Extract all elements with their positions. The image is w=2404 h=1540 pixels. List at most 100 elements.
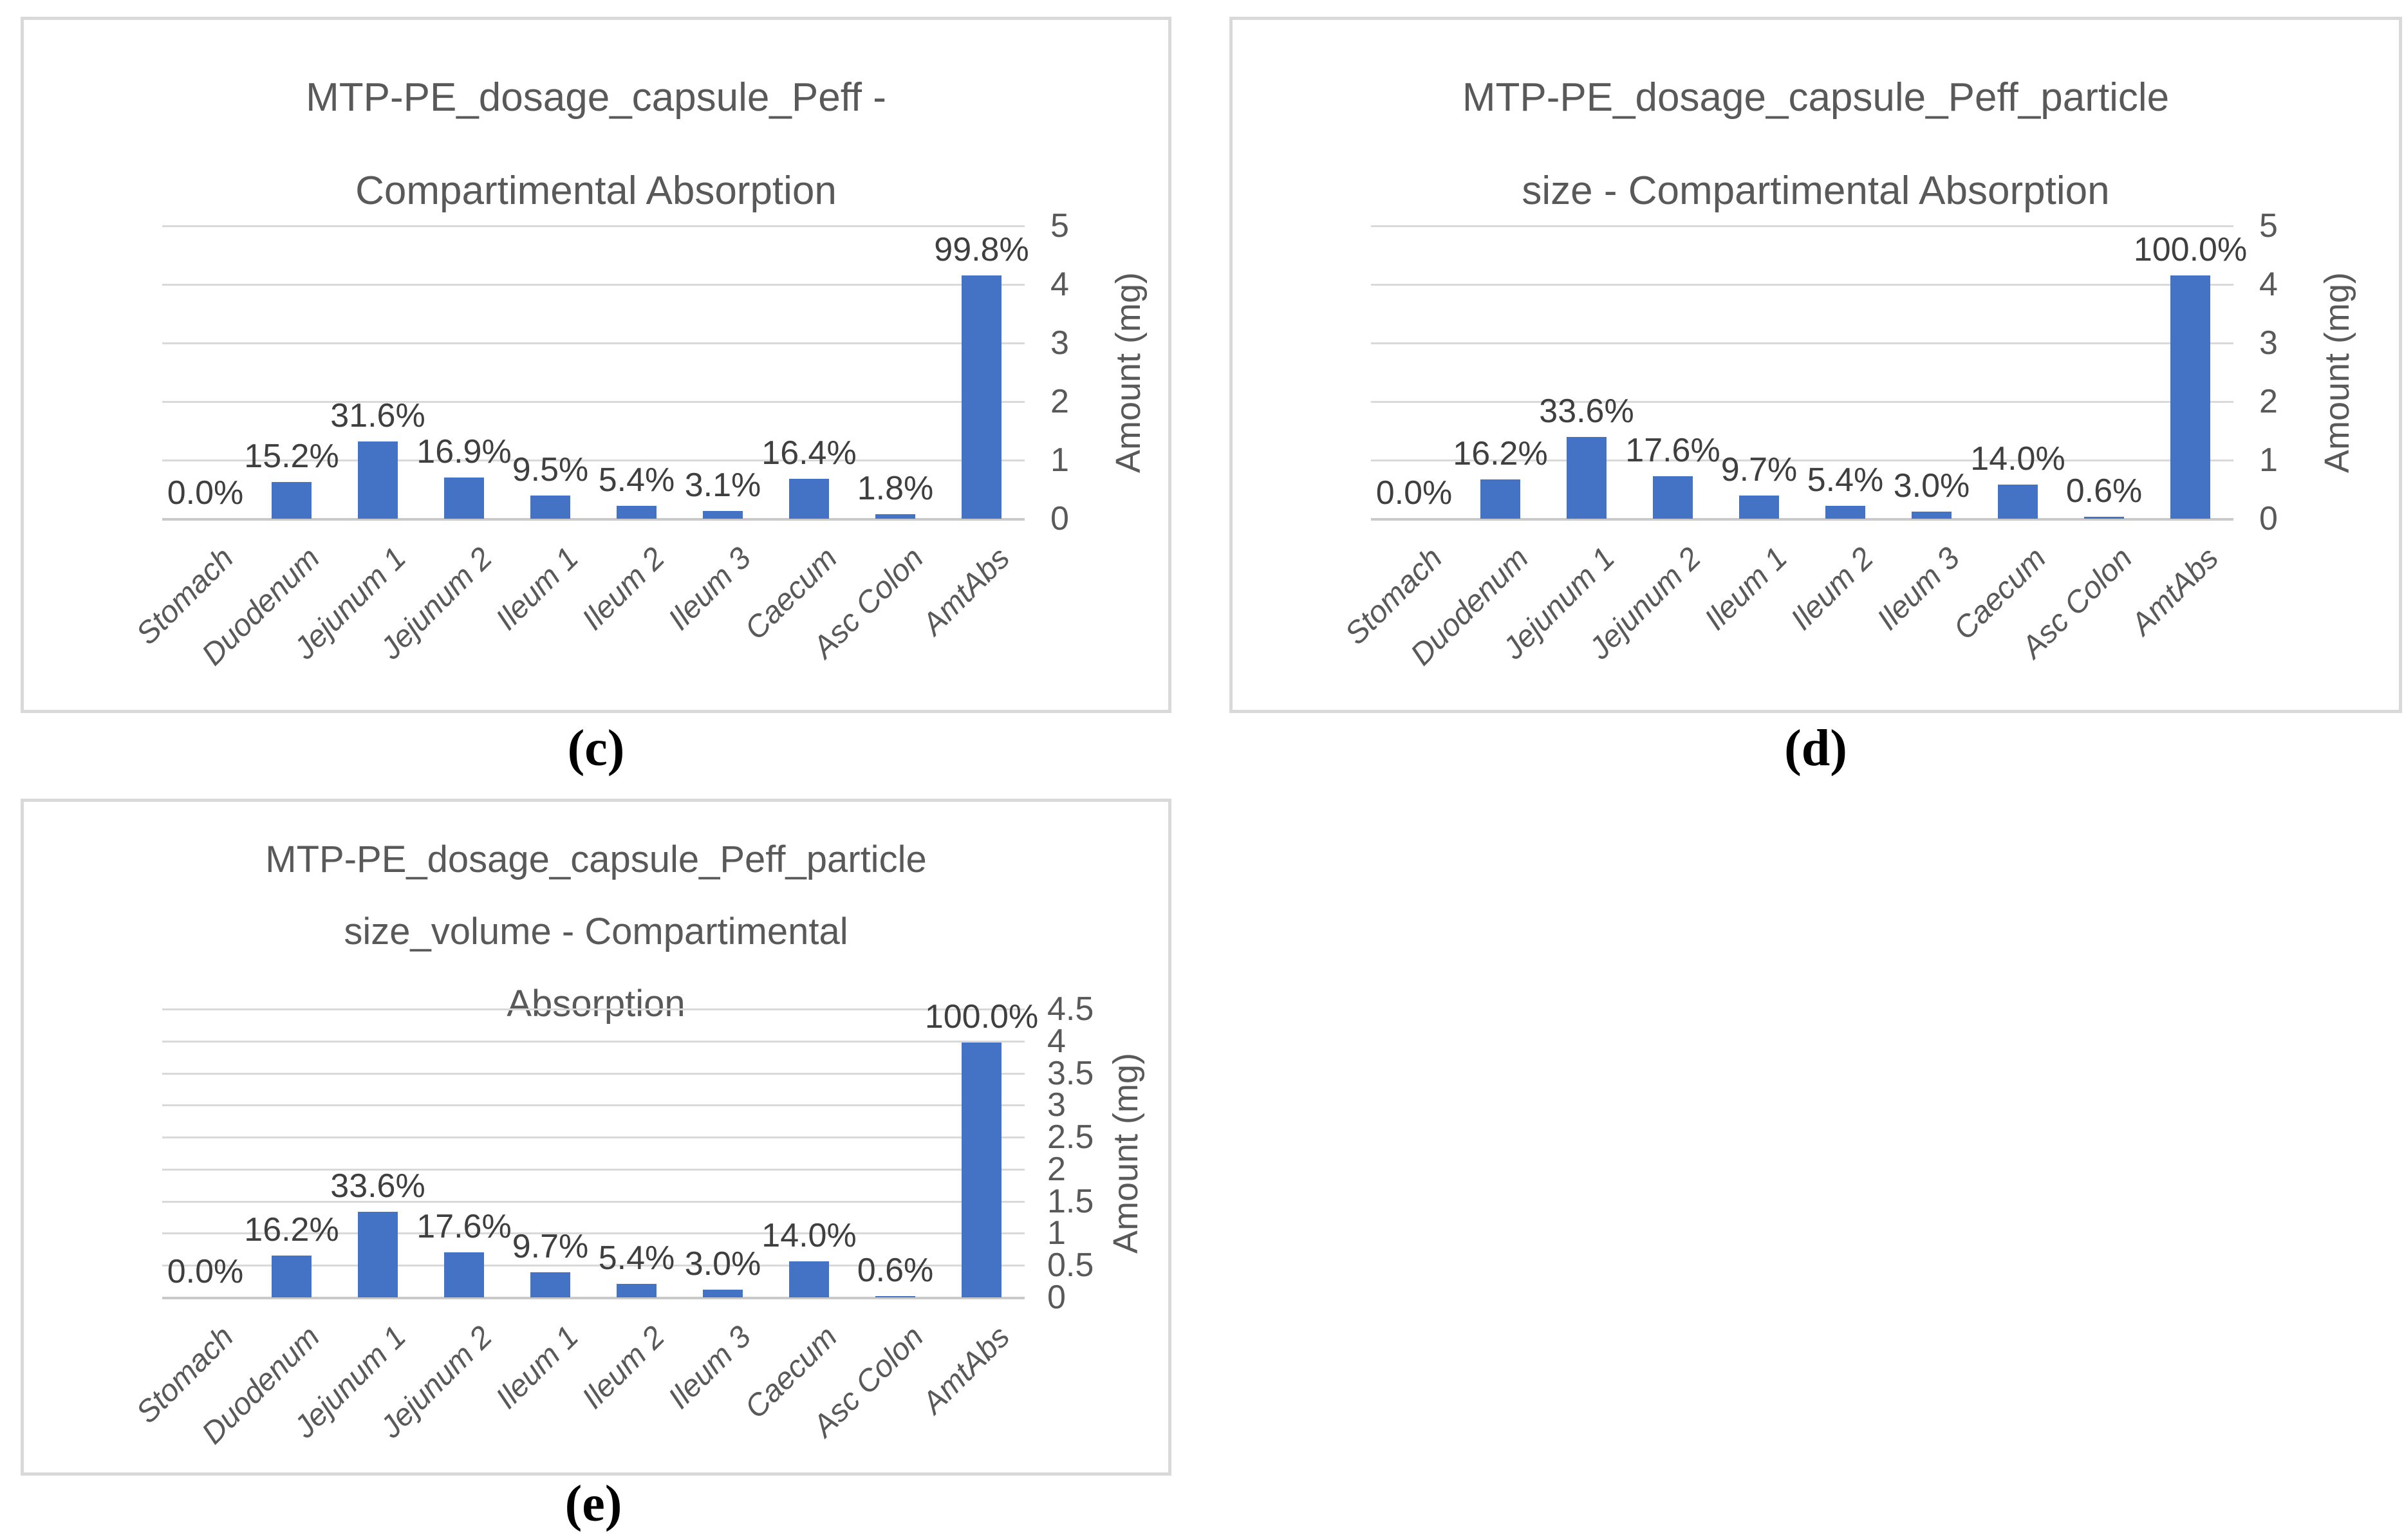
chart-e-ytick-4: 4 bbox=[1047, 1022, 1066, 1060]
chart-c-gridline-0 bbox=[162, 518, 1025, 521]
chart-e-gridline-4 bbox=[162, 1040, 1025, 1043]
chart-c-bar-amtabs bbox=[962, 275, 1002, 519]
chart-e-ytick-3.5: 3.5 bbox=[1047, 1054, 1094, 1092]
chart-d-data-label-stomach: 0.0% bbox=[1375, 474, 1453, 512]
chart-e-ytick-1: 1 bbox=[1047, 1214, 1066, 1252]
chart-c-data-label-jejunum-2: 16.9% bbox=[416, 433, 512, 470]
chart-d-data-label-asc-colon: 0.6% bbox=[2065, 472, 2143, 510]
chart-e-ytick-4.5: 4.5 bbox=[1047, 990, 1094, 1028]
chart-c-y-axis-title: Amount (mg) bbox=[1109, 272, 1148, 474]
chart-c-data-label-ileum-1: 9.5% bbox=[512, 451, 589, 488]
caption-c: (c) bbox=[567, 720, 625, 777]
chart-e-gridline-3 bbox=[162, 1104, 1025, 1107]
chart-e-data-label-stomach: 0.0% bbox=[167, 1253, 244, 1290]
chart-c-bar-jejunum-2 bbox=[444, 478, 484, 519]
chart-d-gridline-2 bbox=[1371, 401, 2233, 403]
chart-d-bar-jejunum-1 bbox=[1567, 437, 1607, 519]
chart-e-data-label-duodenum: 16.2% bbox=[244, 1211, 339, 1248]
chart-e-bar-ileum-3 bbox=[703, 1290, 743, 1297]
chart-e-bar-ileum-2 bbox=[617, 1284, 657, 1297]
chart-d-y-axis-title: Amount (mg) bbox=[2318, 272, 2356, 474]
chart-panel-e: MTP-PE_dosage_capsule_Peff_particle size… bbox=[21, 799, 1171, 1476]
chart-e-data-label-jejunum-1: 33.6% bbox=[330, 1167, 425, 1205]
chart-d-bar-jejunum-2 bbox=[1653, 476, 1693, 519]
chart-d-data-label-jejunum-2: 17.6% bbox=[1625, 432, 1720, 469]
chart-d-data-label-duodenum: 16.2% bbox=[1453, 435, 1548, 472]
xlabel-text: Ileum 2 bbox=[575, 541, 672, 637]
chart-d-bar-asc-colon bbox=[2084, 517, 2124, 519]
xlabel-text: Ileum 2 bbox=[575, 1319, 672, 1416]
chart-e-data-label-caecum: 14.0% bbox=[761, 1217, 857, 1254]
chart-d-bar-ileum-3 bbox=[1912, 512, 1952, 519]
chart-c-ytick-0: 0 bbox=[1050, 500, 1069, 537]
chart-c-gridline-2 bbox=[162, 401, 1025, 403]
chart-e-data-label-ileum-3: 3.0% bbox=[684, 1245, 761, 1283]
chart-d-ytick-4: 4 bbox=[2259, 266, 2278, 303]
chart-e-gridline-1 bbox=[162, 1232, 1025, 1235]
chart-e-data-label-amtabs: 100.0% bbox=[924, 998, 1039, 1035]
chart-c-bar-ileum-1 bbox=[530, 496, 570, 519]
chart-e-ytick-3: 3 bbox=[1047, 1086, 1066, 1124]
chart-e-bar-caecum bbox=[789, 1261, 829, 1297]
chart-d-data-label-jejunum-1: 33.6% bbox=[1539, 393, 1634, 430]
chart-e-gridline-3.5 bbox=[162, 1072, 1025, 1075]
chart-c-ytick-3: 3 bbox=[1050, 324, 1069, 362]
chart-c-bar-asc-colon bbox=[875, 514, 915, 519]
chart-e-gridline-0 bbox=[162, 1297, 1025, 1299]
chart-e-title: MTP-PE_dosage_capsule_Peff_particle size… bbox=[265, 839, 927, 1025]
chart-panel-d: MTP-PE_dosage_capsule_Peff_particle size… bbox=[1229, 17, 2402, 713]
chart-e-bar-ileum-1 bbox=[530, 1272, 570, 1297]
chart-c-data-label-ileum-2: 5.4% bbox=[598, 461, 675, 499]
chart-e-bar-jejunum-2 bbox=[444, 1252, 484, 1297]
chart-e-y-axis-title: Amount (mg) bbox=[1106, 1052, 1145, 1254]
chart-c-data-label-duodenum: 15.2% bbox=[244, 438, 339, 475]
chart-d-gridline-0 bbox=[1371, 518, 2233, 521]
chart-c-data-label-stomach: 0.0% bbox=[167, 474, 244, 512]
chart-c-ytick-5: 5 bbox=[1050, 207, 1069, 245]
chart-e-data-label-asc-colon: 0.6% bbox=[857, 1252, 934, 1289]
chart-d-bar-ileum-2 bbox=[1825, 506, 1865, 519]
chart-d-ytick-1: 1 bbox=[2259, 441, 2278, 479]
xlabel-text: Ileum 1 bbox=[489, 541, 586, 637]
chart-e-gridline-1.5 bbox=[162, 1200, 1025, 1203]
chart-c-data-label-asc-colon: 1.8% bbox=[857, 470, 934, 507]
caption-e: (e) bbox=[564, 1476, 622, 1532]
chart-c-ytick-4: 4 bbox=[1050, 266, 1069, 303]
chart-e-ytick-0: 0 bbox=[1047, 1279, 1066, 1316]
xlabel-text: Ileum 1 bbox=[1698, 541, 1794, 637]
chart-c-gridline-3 bbox=[162, 342, 1025, 344]
chart-c-gridline-4 bbox=[162, 284, 1025, 286]
chart-c-ytick-2: 2 bbox=[1050, 383, 1069, 420]
chart-d-bar-caecum bbox=[1998, 485, 2038, 519]
xlabel-text: Ileum 1 bbox=[489, 1319, 586, 1416]
chart-c-data-label-caecum: 16.4% bbox=[761, 434, 857, 472]
chart-e-bar-jejunum-1 bbox=[358, 1212, 398, 1297]
chart-d-data-label-ileum-2: 5.4% bbox=[1807, 461, 1884, 499]
xlabel-text: AmtAbs bbox=[2124, 541, 2226, 642]
xlabel-text: AmtAbs bbox=[915, 541, 1017, 642]
chart-e-ytick-2: 2 bbox=[1047, 1150, 1066, 1188]
chart-e-ytick-1.5: 1.5 bbox=[1047, 1182, 1094, 1220]
xlabel-text: Ileum 2 bbox=[1784, 541, 1881, 637]
chart-d-bar-amtabs bbox=[2170, 275, 2210, 519]
chart-e-ytick-0.5: 0.5 bbox=[1047, 1247, 1094, 1285]
chart-d-title: MTP-PE_dosage_capsule_Peff_particle size… bbox=[1462, 75, 2170, 213]
chart-e-data-label-jejunum-2: 17.6% bbox=[416, 1208, 512, 1245]
chart-d-data-label-ileum-3: 3.0% bbox=[1893, 467, 1970, 505]
chart-e-data-label-ileum-1: 9.7% bbox=[512, 1228, 589, 1265]
chart-d-ytick-5: 5 bbox=[2259, 207, 2278, 245]
chart-c-bar-ileum-3 bbox=[703, 511, 743, 519]
chart-c-title: MTP-PE_dosage_capsule_Peff - Compartimen… bbox=[306, 75, 886, 213]
chart-c-data-label-amtabs: 99.8% bbox=[934, 231, 1029, 268]
chart-e-gridline-4.5 bbox=[162, 1008, 1025, 1010]
chart-d-data-label-caecum: 14.0% bbox=[1970, 440, 2065, 478]
chart-c-gridline-5 bbox=[162, 225, 1025, 227]
chart-d-gridline-1 bbox=[1371, 459, 2233, 461]
chart-c-data-label-jejunum-1: 31.6% bbox=[330, 397, 425, 434]
caption-d: (d) bbox=[1784, 720, 1847, 777]
chart-c-ytick-1: 1 bbox=[1050, 441, 1069, 479]
chart-d-data-label-amtabs: 100.0% bbox=[2133, 231, 2248, 268]
chart-d-gridline-5 bbox=[1371, 225, 2233, 227]
chart-e-gridline-0.5 bbox=[162, 1265, 1025, 1267]
chart-d-bar-duodenum bbox=[1480, 479, 1520, 519]
